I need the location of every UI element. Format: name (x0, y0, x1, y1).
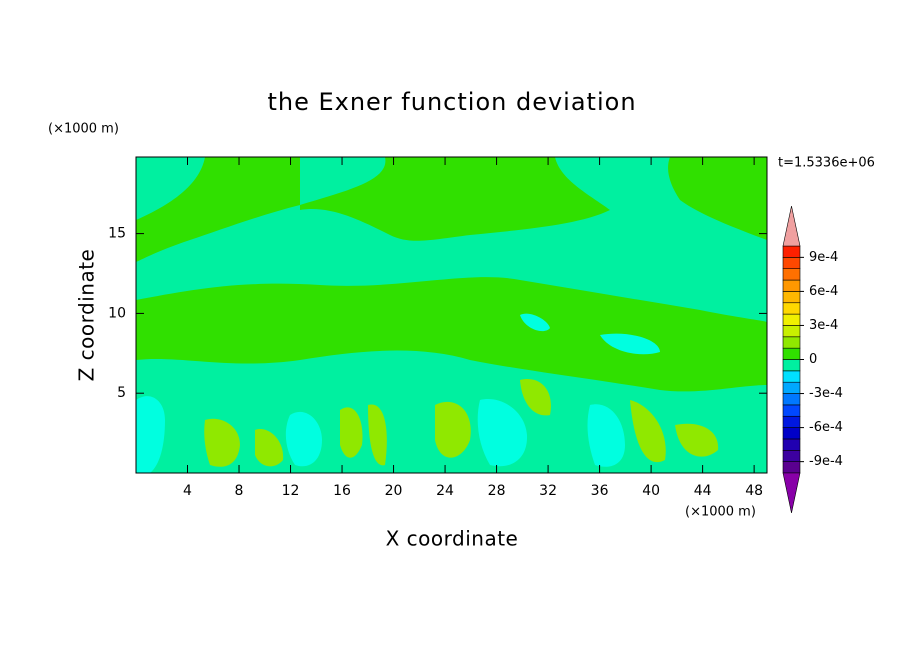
colorbar-box (782, 347, 801, 360)
x-tick-label: 4 (183, 483, 192, 499)
colorbar-box (782, 370, 801, 383)
contour-region (520, 313, 660, 355)
colorbar-tick-label: -9e-4 (809, 454, 843, 469)
y-tick-label: 10 (108, 305, 126, 321)
chart-title: the Exner function deviation (267, 88, 636, 116)
colorbar-box (782, 427, 801, 440)
colorbar-tick-label: 0 (809, 352, 817, 367)
colorbar-box (782, 291, 801, 304)
contour-region (136, 396, 625, 473)
plot-frame (135, 156, 768, 474)
colorbar-tick-label: -3e-4 (809, 386, 843, 401)
colorbar-box (782, 302, 801, 315)
colorbar-box (782, 279, 801, 292)
x-unit: (×1000 m) (685, 505, 756, 520)
x-tick-label: 36 (591, 483, 609, 499)
y-axis-label: Z coordinate (75, 249, 99, 382)
x-tick-label: 24 (436, 483, 454, 499)
y-tick-label: 15 (108, 226, 126, 242)
colorbar-box (782, 438, 801, 451)
colorbar-box (782, 257, 801, 270)
colorbar-tick-label: 6e-4 (809, 284, 838, 299)
colorbar-box (782, 313, 801, 326)
colorbar-box (782, 415, 801, 428)
contour-region (136, 157, 767, 322)
x-tick-label: 28 (488, 483, 506, 499)
colorbar-box (782, 404, 801, 417)
y-unit: (×1000 m) (48, 122, 119, 137)
x-tick-label: 20 (385, 483, 403, 499)
colorbar-box (782, 336, 801, 349)
x-tick-label: 12 (282, 483, 300, 499)
x-tick-label: 32 (539, 483, 557, 499)
x-axis-label: X coordinate (386, 527, 519, 551)
colorbar-box (782, 245, 801, 258)
colorbar-tick-label: -6e-4 (809, 420, 843, 435)
colorbar-box (782, 325, 801, 338)
colorbar-box (782, 381, 801, 394)
x-tick-label: 48 (745, 483, 763, 499)
colorbar-tick-label: 3e-4 (809, 318, 838, 333)
contour-field (136, 157, 767, 473)
contour-region (204, 379, 719, 467)
colorbar-box (782, 449, 801, 462)
x-tick-label: 16 (333, 483, 351, 499)
x-tick-label: 8 (235, 483, 244, 499)
x-tick-label: 44 (694, 483, 712, 499)
colorbar-tick-label: 9e-4 (809, 250, 838, 265)
colorbar-box (782, 268, 801, 281)
annotation: t=1.5336e+06 (778, 156, 875, 171)
colorbar-box (782, 461, 801, 474)
colorbar-extend-under (782, 472, 801, 514)
contour-region (136, 157, 205, 220)
x-tick-label: 40 (642, 483, 660, 499)
colorbar-extend-over (782, 205, 801, 247)
colorbar-box (782, 359, 801, 372)
colorbar-box (782, 393, 801, 406)
y-tick-label: 5 (117, 385, 126, 401)
